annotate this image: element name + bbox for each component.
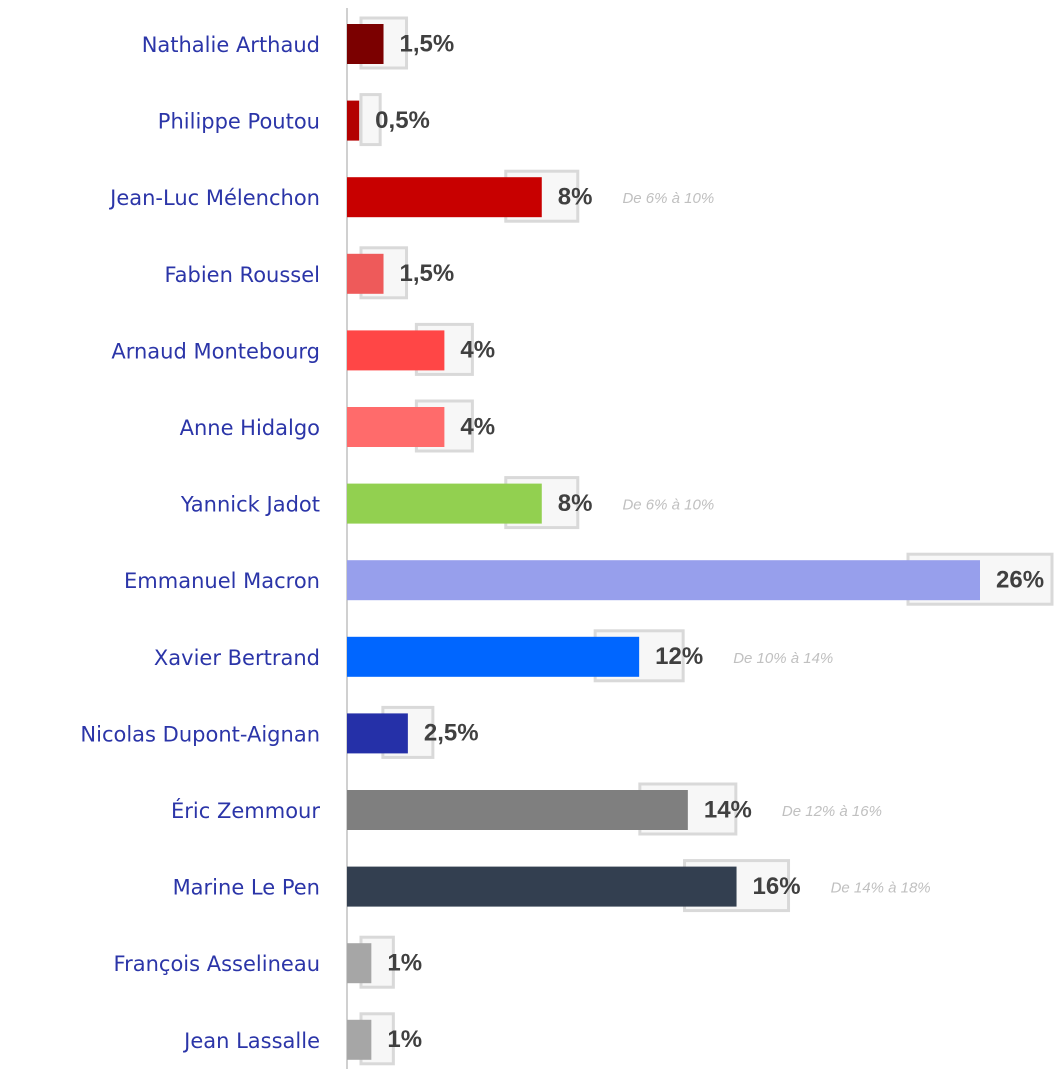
bar <box>347 560 980 601</box>
value-label: 4% <box>460 413 495 440</box>
bar <box>347 713 408 754</box>
value-label: 1,5% <box>400 30 455 57</box>
range-label: De 14% à 18% <box>831 880 931 897</box>
category-label: Jean Lassalle <box>182 1029 320 1053</box>
category-label: Nicolas Dupont-Aignan <box>80 722 320 746</box>
bar <box>347 866 737 907</box>
bar <box>347 943 372 984</box>
range-label: De 6% à 10% <box>622 497 714 514</box>
value-label: 12% <box>655 643 703 670</box>
category-label: François Asselineau <box>114 952 320 976</box>
value-label: 4% <box>460 337 495 364</box>
category-label: Xavier Bertrand <box>154 646 320 670</box>
range-label: De 12% à 16% <box>782 803 882 820</box>
bar <box>347 790 688 830</box>
category-label: Nathalie Arthaud <box>142 33 320 57</box>
bar <box>347 24 384 64</box>
range-label: De 6% à 10% <box>622 190 714 207</box>
category-label: Fabien Roussel <box>164 263 320 287</box>
value-label: 2,5% <box>424 720 479 747</box>
category-label: Arnaud Montebourg <box>111 339 320 363</box>
value-label: 0,5% <box>375 107 430 134</box>
bar <box>347 100 360 141</box>
category-label: Anne Hidalgo <box>180 416 320 440</box>
bar <box>347 177 542 218</box>
range-label: De 10% à 14% <box>733 650 833 667</box>
value-label: 1,5% <box>400 260 455 287</box>
value-label: 14% <box>704 796 752 823</box>
value-label: 1% <box>387 1026 422 1053</box>
category-label: Éric Zemmour <box>171 798 320 823</box>
category-label: Philippe Poutou <box>158 110 320 134</box>
value-label: 8% <box>558 184 593 211</box>
category-label: Marine Le Pen <box>173 876 320 900</box>
label-box <box>359 93 382 147</box>
bar <box>347 1019 372 1060</box>
value-label: 26% <box>996 567 1044 594</box>
bar <box>347 407 445 447</box>
bar <box>347 253 384 294</box>
category-label: Emmanuel Macron <box>124 569 320 593</box>
bar <box>347 483 542 524</box>
value-label: 16% <box>753 873 801 900</box>
value-label: 1% <box>387 950 422 977</box>
value-label: 8% <box>558 490 593 517</box>
category-label: Jean-Luc Mélenchon <box>108 186 320 210</box>
category-label: Yannick Jadot <box>180 493 320 517</box>
bar <box>347 330 445 371</box>
bar <box>347 636 640 677</box>
